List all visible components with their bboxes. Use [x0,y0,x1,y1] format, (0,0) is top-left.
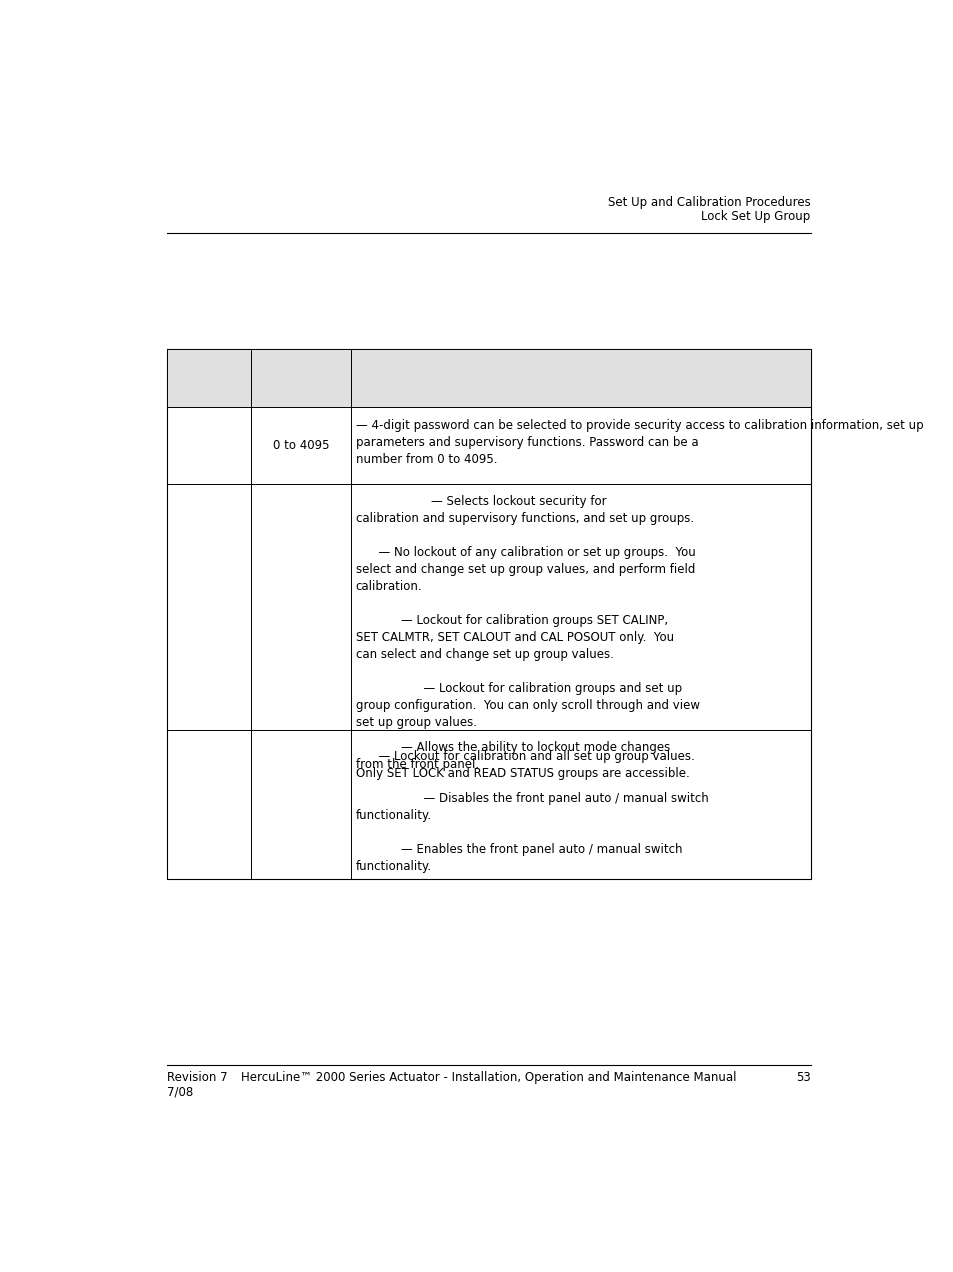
Text: — 4-digit password can be selected to provide security access to calibration inf: — 4-digit password can be selected to pr… [355,418,923,466]
Text: — Allows the ability to lockout mode changes
from the front panel.

            : — Allows the ability to lockout mode cha… [355,742,708,874]
Bar [167,349,810,407]
Bar [167,349,810,879]
Text: Lock Set Up Group: Lock Set Up Group [700,210,810,223]
Text: 53: 53 [795,1071,810,1084]
Text: 7/08: 7/08 [167,1085,193,1098]
Text: — Selects lockout security for
calibration and supervisory functions, and set up: — Selects lockout security for calibrati… [355,495,700,780]
Text: 0 to 4095: 0 to 4095 [273,439,329,452]
Text: HercuLine™ 2000 Series Actuator - Installation, Operation and Maintenance Manual: HercuLine™ 2000 Series Actuator - Instal… [241,1071,736,1084]
Text: Set Up and Calibration Procedures: Set Up and Calibration Procedures [607,196,810,210]
Text: Revision 7: Revision 7 [167,1071,228,1084]
